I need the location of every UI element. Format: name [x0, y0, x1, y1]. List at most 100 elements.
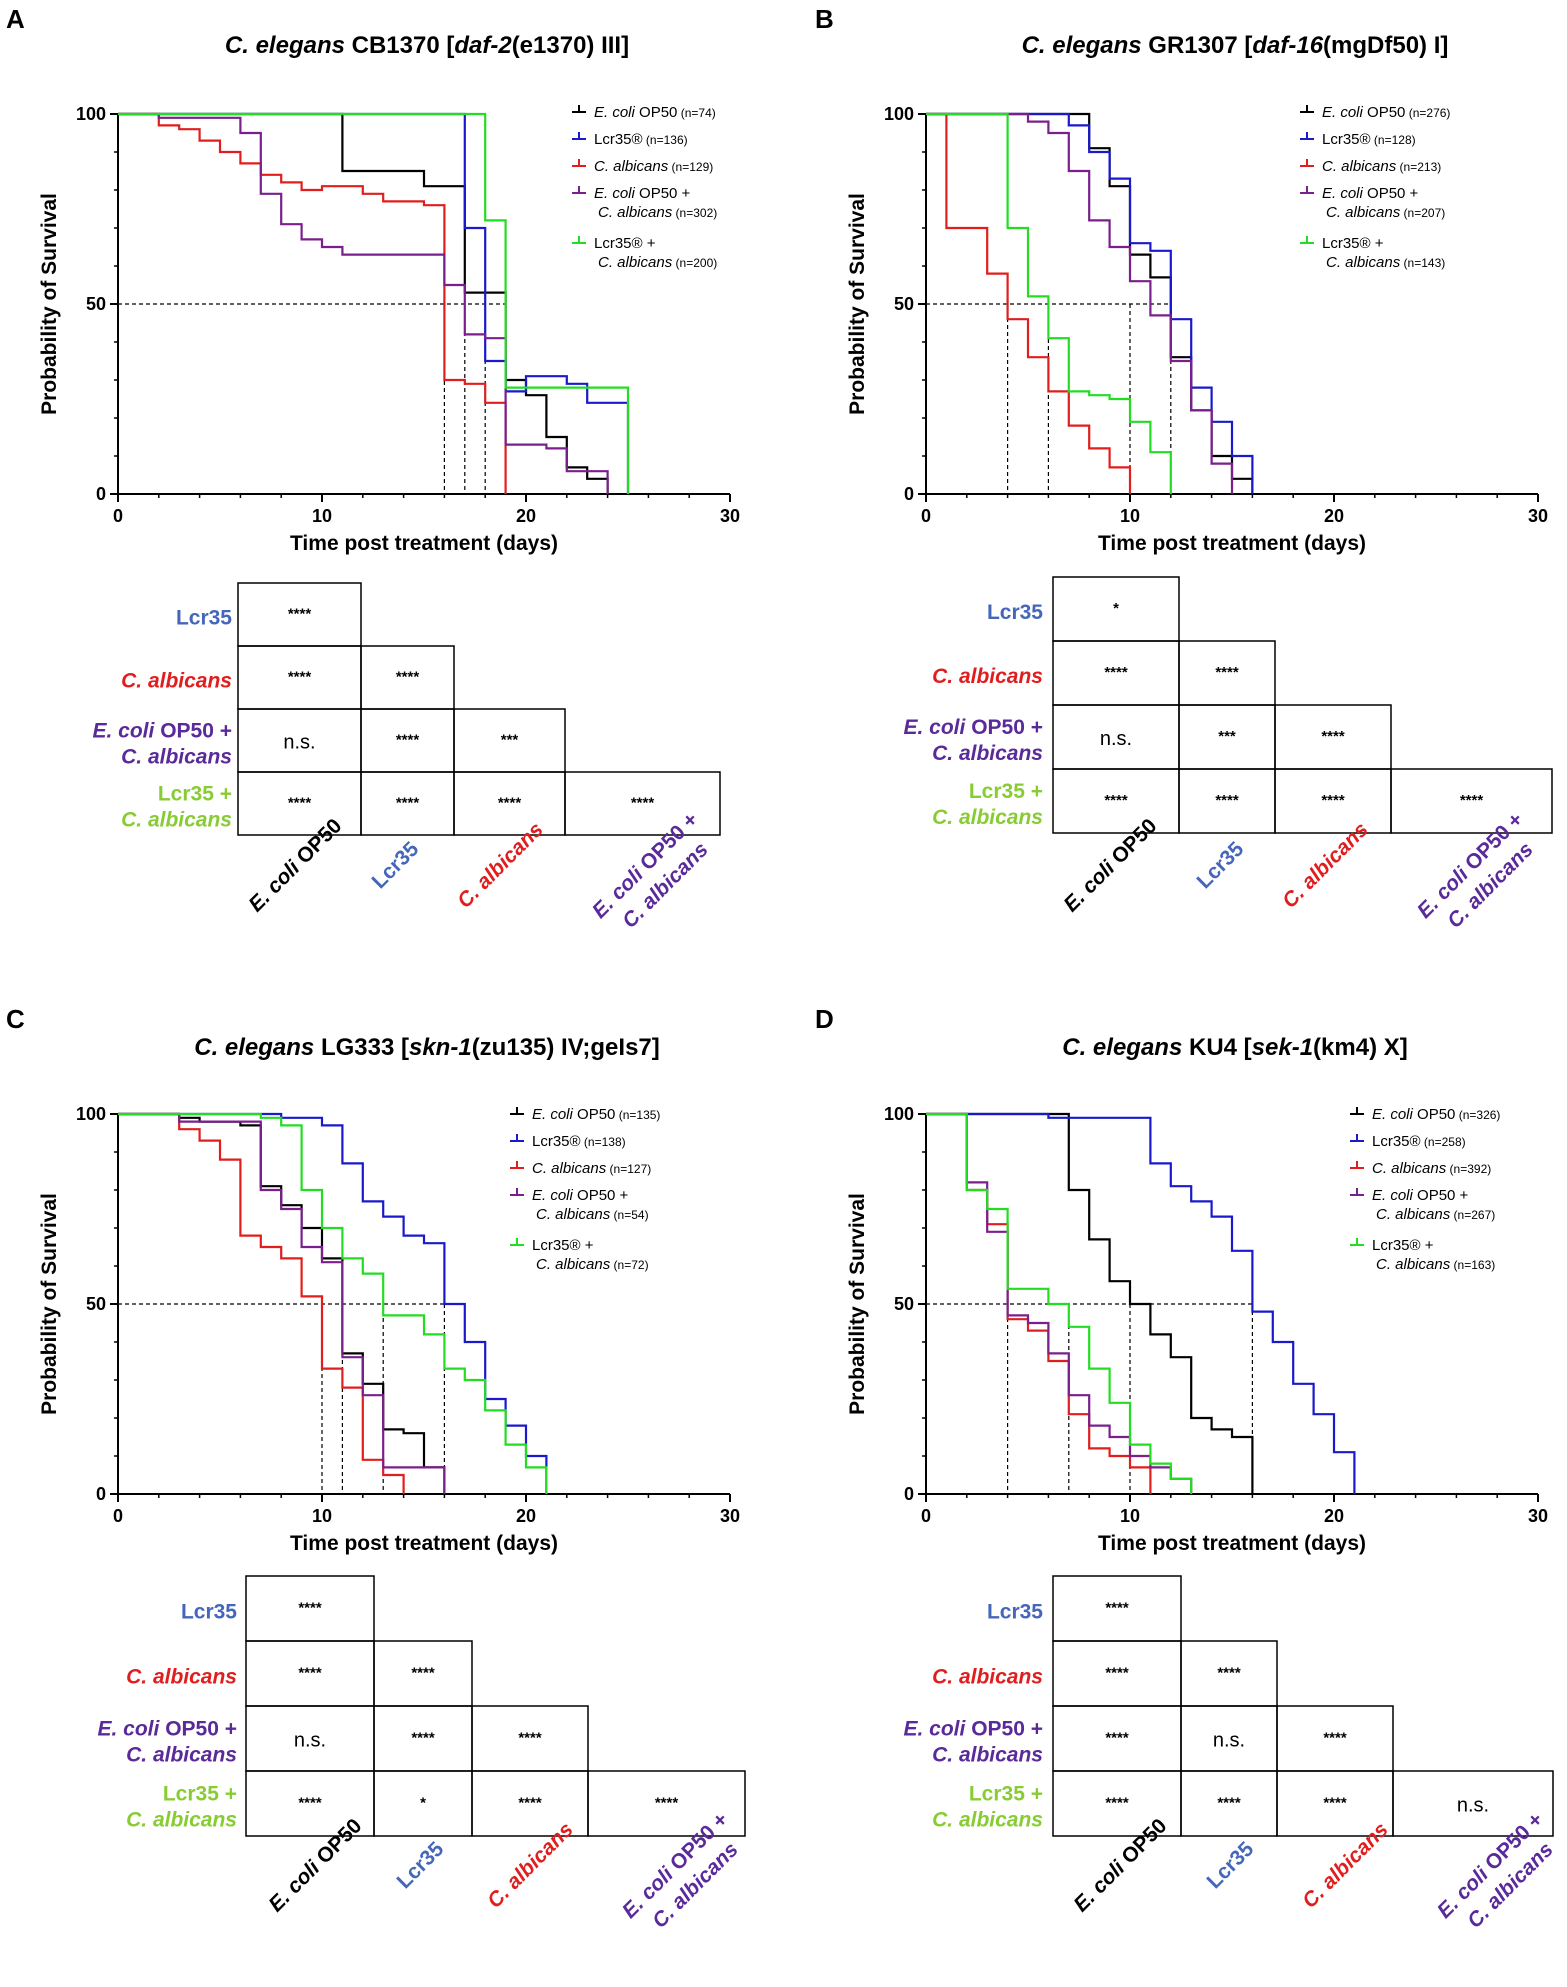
column-label-ecoli: E. coli OP50 [244, 814, 346, 916]
significance-matrix: Lcr35 **** C. albicans **** **** E. coli OP50… [93, 582, 721, 836]
row-label-lcr35_calb: Lcr35 + [969, 1783, 1043, 1806]
column-label-lcr35: Lcr35 [1202, 1837, 1258, 1893]
legend-label-ecoli: E. coli OP50 (n=74) [594, 104, 716, 121]
legend-label-ecoli_calb: E. coli OP50 + [1372, 1187, 1469, 1204]
row-label-lcr35: Lcr35 [987, 601, 1043, 624]
row-label-line2-lcr35_calb: C. albicans [932, 1809, 1043, 1832]
x-tick-label: 0 [921, 1506, 931, 1526]
matrix-cell-value: **** [1321, 728, 1345, 745]
row-label-calb: C. albicans [932, 665, 1043, 688]
column-label-lcr35: Lcr35 [1192, 837, 1248, 893]
y-tick-label: 50 [86, 294, 106, 314]
matrix-cell-value: * [420, 1795, 426, 1812]
matrix-cell [587, 1770, 746, 1837]
legend-label-ecoli: E. coli OP50 (n=326) [1372, 1106, 1500, 1123]
series-line-lcr35 [118, 112, 630, 494]
x-tick-label: 0 [113, 506, 123, 526]
column-label-ecoli: E. coli OP50 [1059, 814, 1161, 916]
series-line-ecoli_calb [118, 112, 609, 494]
matrix-cell-value: n.s. [283, 732, 315, 754]
y-axis-label: Probability of Survival [846, 1193, 869, 1415]
series-line-calb [118, 1112, 405, 1494]
y-axis-label: Probability of Survival [38, 1193, 61, 1415]
matrix-cell [564, 771, 721, 836]
column-labels: E. coli OP50 Lcr35 C. albicans E. coli OP50… [264, 1808, 742, 1933]
matrix-cell-value: **** [1321, 792, 1345, 809]
row-label-line2-lcr35_calb: C. albicans [121, 809, 232, 832]
y-tick-label: 100 [884, 104, 914, 124]
row-label-lcr35_calb: Lcr35 + [969, 780, 1043, 803]
series-line-calb [926, 112, 1132, 494]
matrix-cell-value: n.s. [1100, 728, 1132, 750]
row-label-calb: C. albicans [121, 670, 232, 693]
matrix-cell-value: **** [1215, 792, 1239, 809]
matrix-cell-value: **** [288, 669, 312, 686]
matrix-cell-value: **** [518, 1730, 542, 1747]
legend-marker-lcr35 [510, 1134, 524, 1142]
axes: 0 10 20 30 0 50 100 Time post treatment (days) P… [38, 1104, 740, 1555]
axes: 0 10 20 30 0 50 100 Time post treatment (days) P… [846, 1104, 1548, 1555]
series-line-calb [118, 112, 507, 494]
series-group [118, 1112, 548, 1494]
legend-label-ecoli: E. coli OP50 (n=276) [1322, 104, 1450, 121]
series-line-lcr35_calb [926, 112, 1172, 494]
legend-marker-lcr35_calb [510, 1238, 524, 1246]
matrix-cell [1390, 768, 1553, 834]
matrix-cell-value: *** [1218, 728, 1236, 745]
row-label-calb: C. albicans [126, 1666, 237, 1689]
series-line-ecoli [926, 1112, 1254, 1494]
series-line-ecoli_calb [926, 1112, 1193, 1494]
column-labels: E. coli OP50 Lcr35 C. albicans E. coli OP50… [1069, 1808, 1557, 1933]
legend-marker-lcr35 [1350, 1134, 1364, 1142]
legend-marker-calb [1300, 159, 1314, 167]
x-axis-label: Time post treatment (days) [1098, 1532, 1366, 1555]
legend-label-calb: C. albicans (n=129) [594, 158, 713, 175]
legend-label-calb: C. albicans (n=392) [1372, 1160, 1491, 1177]
legend-marker-calb [1350, 1161, 1364, 1169]
row-label-ecoli_calb: E. coli OP50 + [98, 1718, 238, 1741]
axes: 0 10 20 30 0 50 100 Time post treatment (days) P… [846, 104, 1548, 555]
row-label-line2-ecoli_calb: C. albicans [932, 742, 1043, 765]
row-label-lcr35: Lcr35 [987, 1601, 1043, 1624]
legend-marker-ecoli_calb [510, 1188, 524, 1196]
panel-B: B C. elegans GR1307 [daf-16(mgDf50) I] 0 10… [815, 4, 1553, 933]
legend-label-line2-lcr35_calb: C. albicans (n=72) [536, 1256, 649, 1273]
x-tick-label: 20 [1324, 506, 1344, 526]
legend-marker-ecoli [572, 105, 586, 113]
legend-marker-ecoli_calb [1350, 1188, 1364, 1196]
legend-label-ecoli: E. coli OP50 (n=135) [532, 1106, 660, 1123]
legend-label-ecoli_calb: E. coli OP50 + [532, 1187, 629, 1204]
panel-letter: D [815, 1004, 834, 1034]
x-tick-label: 0 [113, 1506, 123, 1526]
row-label-line2-ecoli_calb: C. albicans [126, 1744, 237, 1767]
matrix-cell-value: **** [396, 669, 420, 686]
matrix-cell-value: **** [1105, 1600, 1129, 1617]
x-axis-label: Time post treatment (days) [1098, 532, 1366, 555]
y-axis-label: Probability of Survival [846, 193, 869, 415]
column-labels: E. coli OP50 Lcr35 C. albicans E. coli OP50… [1059, 808, 1537, 933]
legend-marker-calb [510, 1161, 524, 1169]
legend-marker-ecoli_calb [572, 186, 586, 194]
matrix-cell-value: **** [1323, 1795, 1347, 1812]
legend-marker-lcr35_calb [1300, 236, 1314, 244]
row-label-line2-ecoli_calb: C. albicans [121, 746, 232, 769]
matrix-cell-value: *** [501, 732, 519, 749]
legend-label-line2-ecoli_calb: C. albicans (n=267) [1376, 1206, 1495, 1223]
row-label-lcr35_calb: Lcr35 + [158, 783, 232, 806]
column-label-calb: C. albicans [453, 818, 548, 913]
significance-matrix: Lcr35 **** C. albicans **** **** E. coli OP50… [904, 1575, 1554, 1837]
y-tick-label: 100 [76, 104, 106, 124]
matrix-cell-value: * [1113, 600, 1119, 617]
row-label-ecoli_calb: E. coli OP50 + [93, 720, 233, 743]
legend-label-calb: C. albicans (n=127) [532, 1160, 651, 1177]
y-tick-label: 0 [96, 484, 106, 504]
panel-C: C C. elegans LG333 [skn-1(zu135) IV;geIs7… [6, 1004, 746, 1933]
series-line-ecoli_calb [118, 1112, 446, 1494]
x-tick-label: 10 [1120, 506, 1140, 526]
panel-title: C. elegans GR1307 [daf-16(mgDf50) I] [1022, 32, 1449, 59]
legend: E. coli OP50 (n=135) Lcr35® (n=138) C. alb… [510, 1106, 660, 1273]
matrix-cell-value: **** [518, 1795, 542, 1812]
legend-label-ecoli_calb: E. coli OP50 + [1322, 185, 1419, 202]
x-tick-label: 10 [312, 1506, 332, 1526]
